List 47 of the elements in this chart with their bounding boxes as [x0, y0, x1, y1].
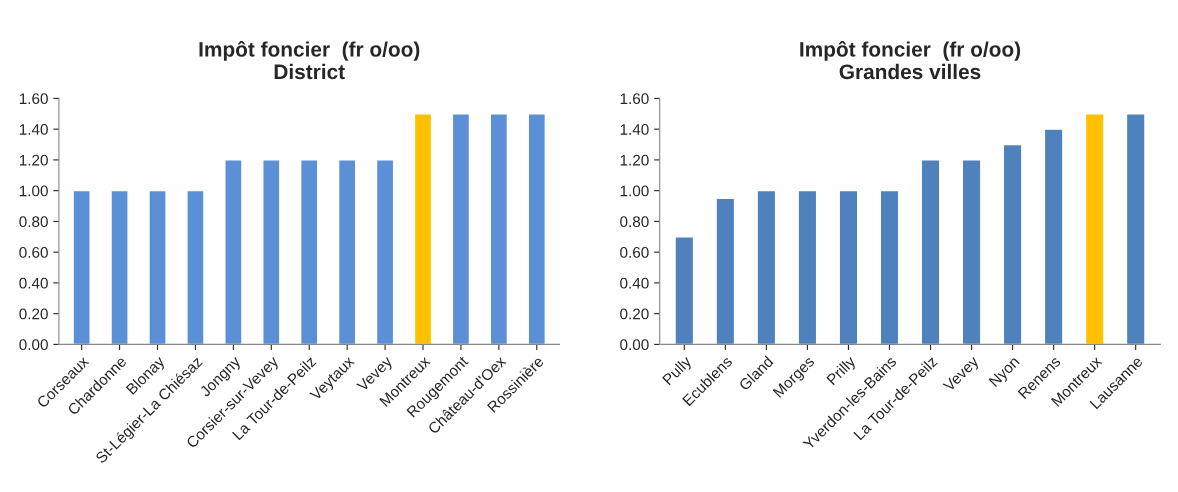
- bar: [1084, 113, 1105, 345]
- y-tick-label: 1.60: [620, 93, 649, 105]
- bar: [879, 189, 900, 345]
- y-tick-label: 0.00: [620, 339, 649, 351]
- y-tick-label: 0.20: [19, 308, 48, 320]
- y-tick-label: 1.20: [19, 154, 48, 166]
- bar: [674, 236, 695, 345]
- bar: [1002, 143, 1023, 345]
- bar: [838, 189, 859, 345]
- bar: [72, 189, 91, 345]
- bar: [920, 159, 941, 345]
- bar: [110, 189, 129, 345]
- bar: [715, 197, 736, 345]
- chart-title: Impôt foncier (fr o/oo): [800, 40, 1021, 61]
- bar: [224, 159, 243, 345]
- bar: [413, 113, 433, 345]
- y-tick-label: 1.40: [19, 124, 48, 135]
- bar: [756, 189, 777, 345]
- y-tick-label: 1.00: [620, 185, 649, 197]
- y-tick-label: 0.20: [620, 308, 649, 320]
- y-tick-label: 0.60: [620, 247, 649, 258]
- y-tick-label: 0.80: [19, 216, 48, 228]
- chart-subtitle: Grandes villes: [839, 63, 981, 80]
- bar: [375, 159, 395, 345]
- bar: [186, 189, 205, 345]
- y-tick-label: 1.00: [19, 185, 48, 197]
- y-tick-label: 1.40: [620, 124, 649, 135]
- bar: [337, 159, 357, 345]
- bar: [1043, 128, 1064, 345]
- bar: [148, 189, 167, 345]
- chart-title: Impôt foncier (fr o/oo): [199, 40, 420, 61]
- chart-subtitle: District: [274, 63, 345, 80]
- y-tick-label: 0.40: [620, 277, 649, 289]
- y-tick-label: 0.00: [19, 339, 48, 351]
- y-tick-label: 0.80: [620, 216, 649, 228]
- bar: [262, 159, 281, 345]
- y-tick-label: 0.40: [19, 277, 48, 289]
- bar: [797, 189, 818, 345]
- bar: [527, 113, 547, 345]
- bar: [489, 113, 509, 345]
- y-tick-label: 1.20: [620, 154, 649, 166]
- y-tick-label: 0.60: [19, 247, 48, 258]
- bar: [299, 159, 319, 345]
- bar: [1125, 113, 1146, 345]
- bar: [451, 113, 471, 345]
- bar: [961, 159, 982, 345]
- y-tick-label: 1.60: [19, 93, 48, 105]
